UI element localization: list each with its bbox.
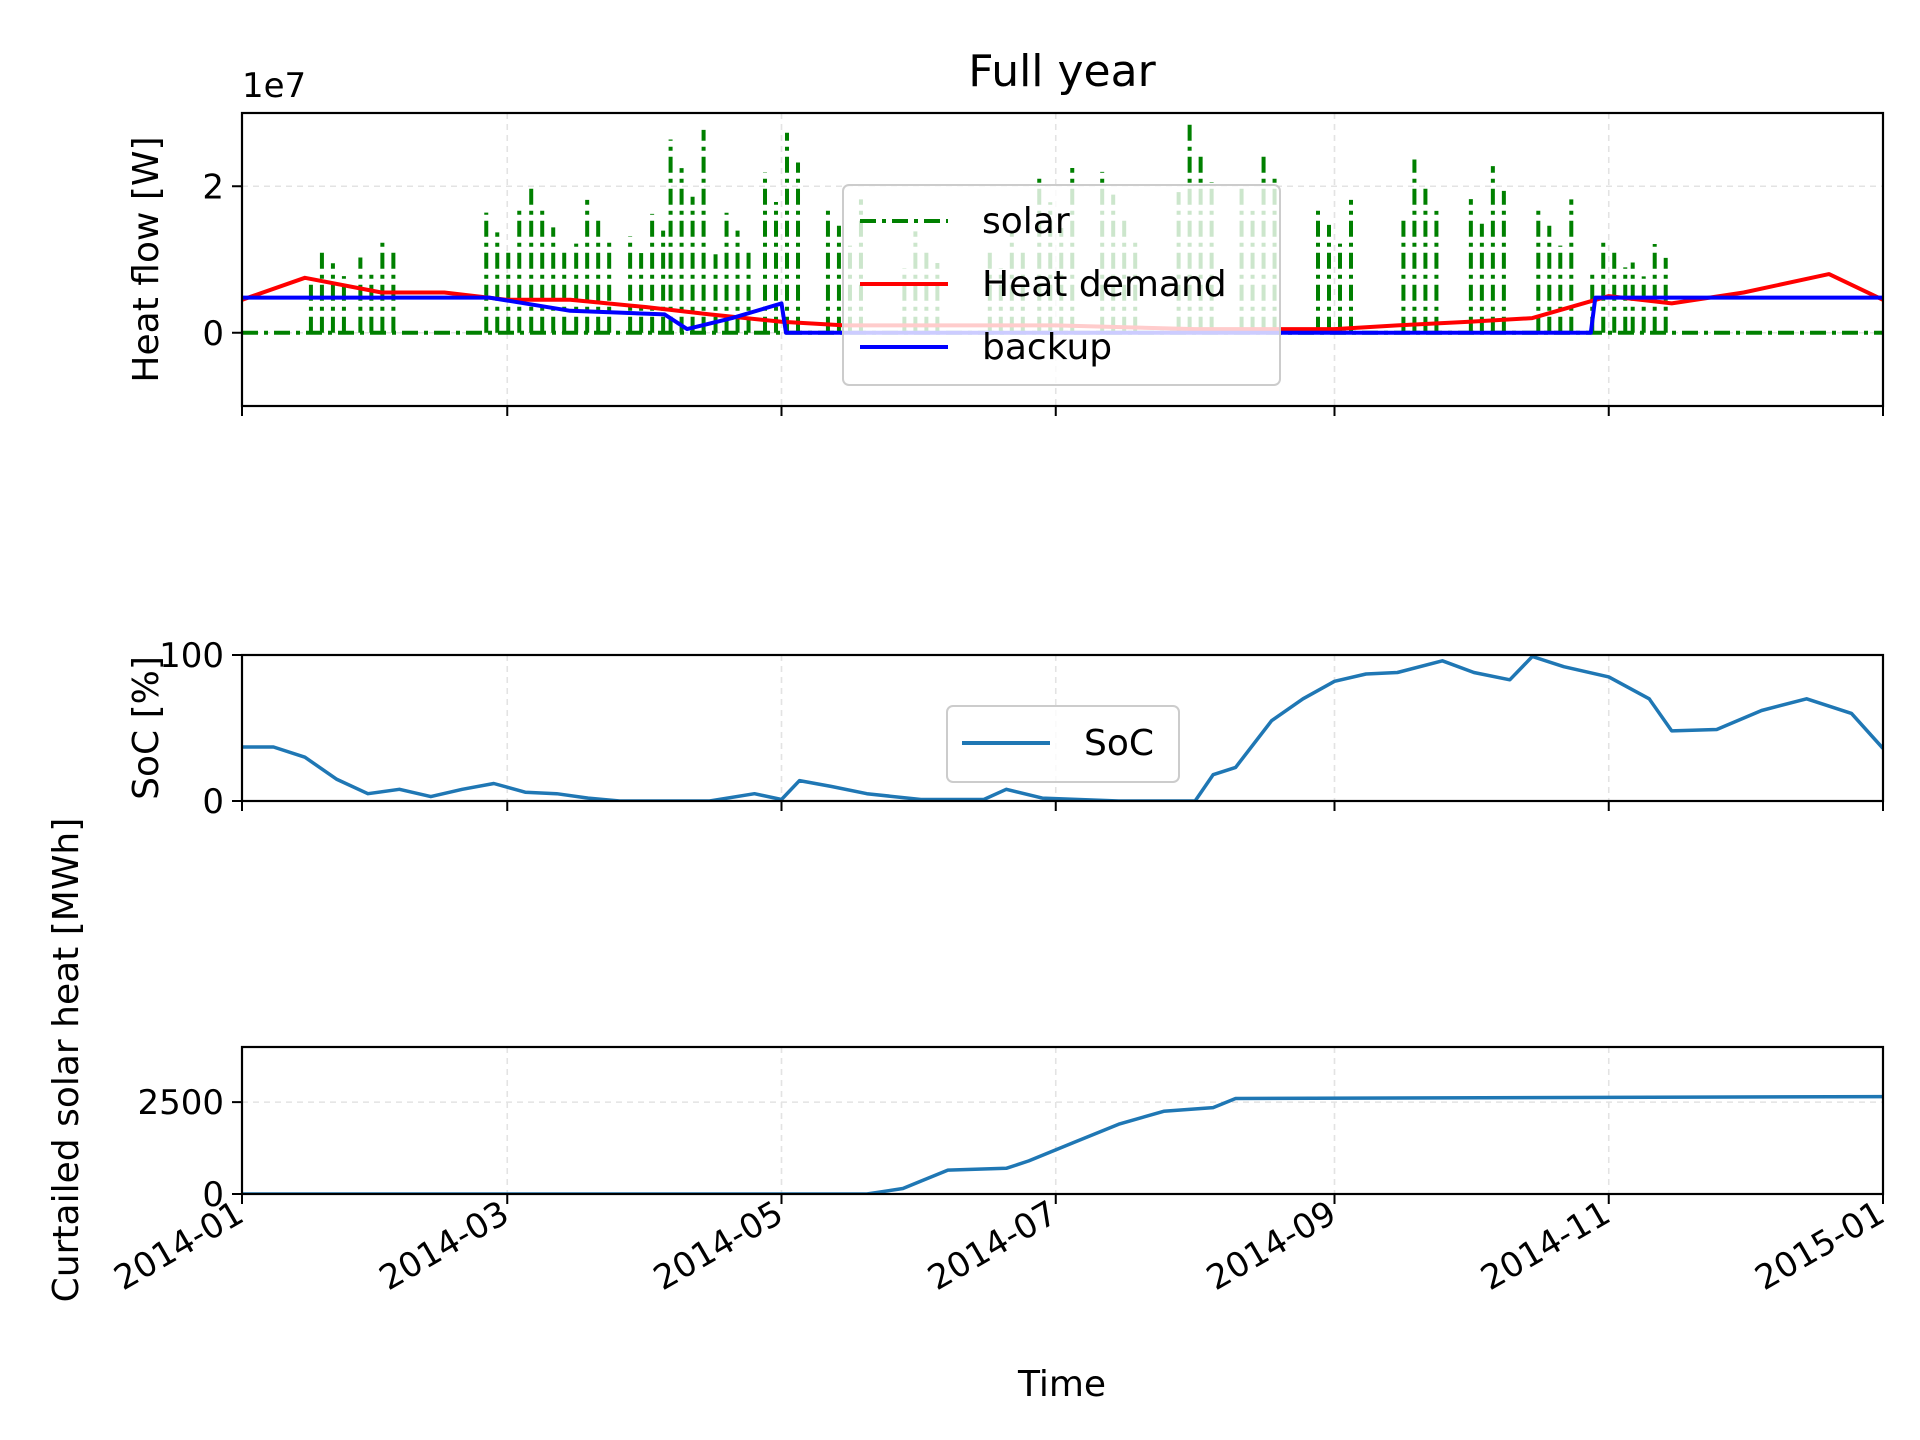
legend-box	[946, 705, 1180, 783]
axes-frame	[240, 111, 1885, 408]
x-tick-label: 2015-01	[1748, 1193, 1891, 1299]
x-axis-label: Time	[1017, 1364, 1106, 1405]
y-tick-label: 100	[159, 636, 224, 676]
legend: solar Heat demand backup	[842, 184, 1281, 386]
axes-frame	[240, 653, 1885, 803]
axes-frame	[240, 1045, 1885, 1196]
plot-area	[242, 1094, 1883, 1194]
y-axis-label: Heat flow [W]	[126, 136, 167, 382]
heat-flow-panel: 0 2 Heat flow [W] 1e7 solar Heat demand backup	[126, 66, 1885, 416]
x-tick-label: 2014-03	[373, 1193, 516, 1299]
y-tick-label: 0	[202, 1175, 224, 1215]
y-axis-label: Curtailed solar heat [MWh]	[46, 818, 87, 1303]
x-tick-label: 2014-07	[921, 1193, 1064, 1299]
chart-title: Full year	[968, 46, 1156, 97]
plot-area	[242, 655, 1883, 801]
legend-label: SoC	[1084, 723, 1154, 764]
legend-label: backup	[982, 327, 1112, 368]
curtailed-heat-panel: 0 2500 Curtailed solar heat [MWh]	[46, 818, 1885, 1303]
y-tick-label: 2	[202, 167, 224, 207]
x-tick-label: 2014-05	[647, 1193, 790, 1299]
y-tick-label: 0	[202, 314, 224, 354]
x-tick-label: 2014-09	[1200, 1193, 1343, 1299]
legend: SoC	[946, 705, 1180, 783]
legend-box	[842, 184, 1281, 386]
y-tick-label: 0	[202, 782, 224, 822]
legend-label: solar	[982, 201, 1070, 242]
legend-label: Heat demand	[982, 264, 1227, 305]
series-line-backup	[242, 295, 1883, 335]
series-line-soc	[242, 655, 1883, 801]
series-line-curtailed	[242, 1094, 1883, 1194]
x-tick-label: 2014-11	[1474, 1193, 1617, 1299]
offset-label: 1e7	[242, 66, 306, 106]
x-tick-label: 2014-01	[107, 1193, 250, 1299]
y-axis-label: SoC [%]	[126, 656, 167, 800]
y-tick-label: 2500	[137, 1083, 224, 1123]
